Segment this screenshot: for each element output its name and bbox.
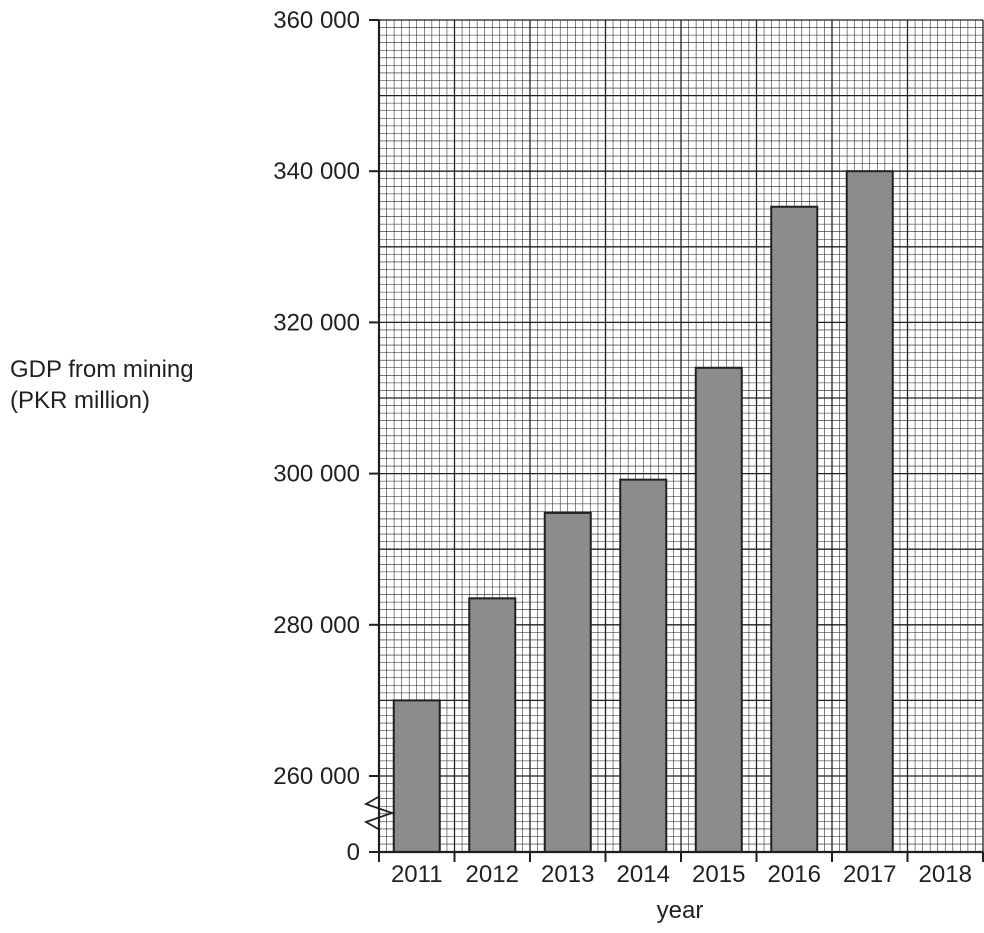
- x-tick-label: 2012: [466, 861, 519, 888]
- y-tick-label: 340 000: [273, 158, 360, 185]
- chart-tick-labels: 360 000 340 000 320 000 300 000 280 000 260 0…: [273, 7, 972, 888]
- x-tick-label: 2014: [617, 861, 670, 888]
- y-axis-label: GDP from mining (PKR million): [10, 354, 194, 416]
- bar-2012: [468, 597, 517, 854]
- bar-2011: [392, 699, 441, 854]
- chart-axes: [363, 19, 984, 862]
- bar-2015: [694, 366, 743, 853]
- y-tick-label: 260 000: [273, 763, 360, 790]
- bar-2013: [543, 511, 592, 853]
- x-tick-label: 2015: [692, 861, 745, 888]
- axis-break-symbol: [363, 795, 395, 831]
- chart-bars: [392, 170, 894, 854]
- y-tick-label: 360 000: [273, 7, 360, 34]
- y-axis-label-line-1: GDP from mining: [10, 356, 194, 383]
- bar-2016: [770, 205, 819, 853]
- x-tick-label: 2018: [919, 861, 972, 888]
- x-axis-label: year: [657, 897, 704, 924]
- y-tick-label: 300 000: [273, 461, 360, 488]
- y-axis-label-line-2: (PKR million): [10, 387, 151, 414]
- y-tick-label: 0: [347, 839, 360, 866]
- bar-2014: [619, 478, 668, 853]
- bar-2017: [845, 170, 894, 853]
- y-tick-label: 280 000: [273, 612, 360, 639]
- x-tick-label: 2011: [391, 861, 443, 888]
- x-tick-label: 2016: [768, 861, 821, 888]
- x-tick-label: 2013: [541, 861, 594, 888]
- x-tick-label: 2017: [843, 861, 896, 888]
- y-tick-label: 320 000: [273, 309, 360, 336]
